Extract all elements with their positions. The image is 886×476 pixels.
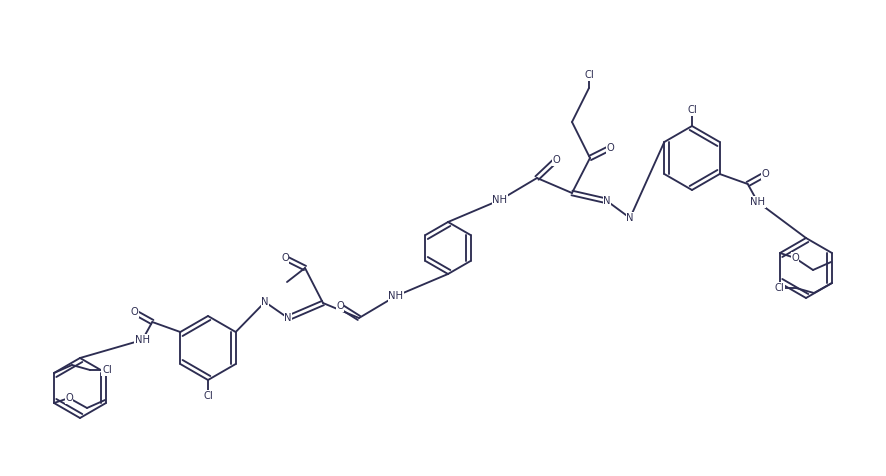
- Text: Cl: Cl: [687, 105, 696, 115]
- Text: NH: NH: [388, 291, 403, 301]
- Text: Cl: Cl: [203, 391, 213, 401]
- Text: NH: NH: [492, 195, 507, 205]
- Text: O: O: [761, 169, 769, 179]
- Text: O: O: [130, 307, 138, 317]
- Text: O: O: [605, 143, 613, 153]
- Text: N: N: [602, 196, 610, 206]
- Text: O: O: [65, 393, 73, 403]
- Text: Cl: Cl: [773, 283, 783, 293]
- Text: O: O: [790, 253, 798, 263]
- Text: Cl: Cl: [584, 70, 594, 80]
- Text: N: N: [284, 313, 291, 323]
- Text: O: O: [281, 253, 289, 263]
- Text: O: O: [551, 155, 559, 165]
- Text: N: N: [261, 297, 268, 307]
- Text: Cl: Cl: [102, 365, 112, 375]
- Text: N: N: [626, 213, 633, 223]
- Text: NH: NH: [750, 197, 765, 207]
- Text: NH: NH: [135, 335, 150, 345]
- Text: O: O: [336, 301, 344, 311]
